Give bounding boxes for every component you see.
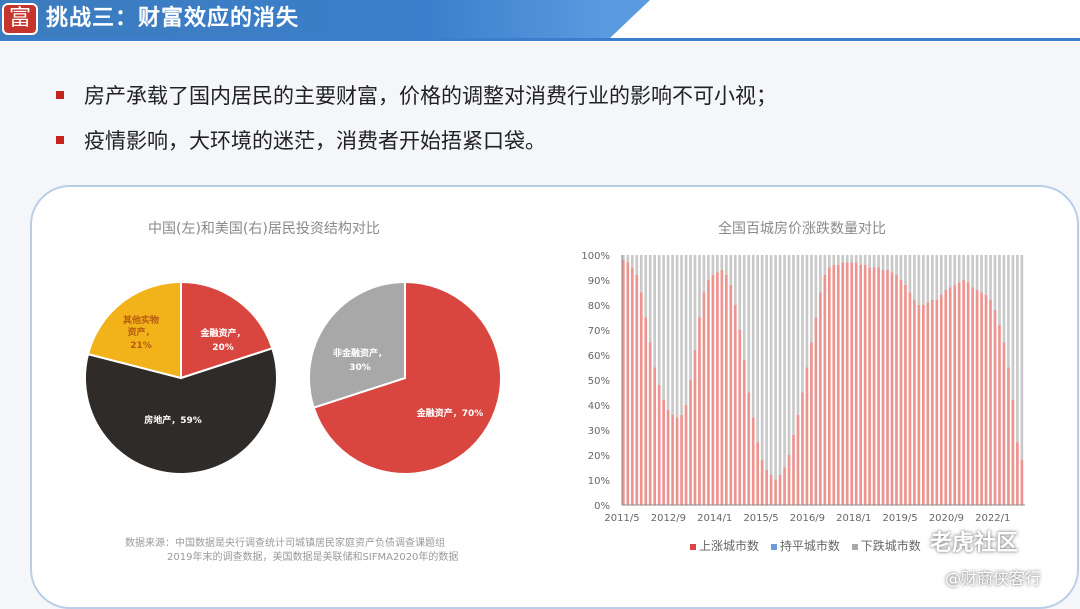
legend-item-up: 上涨城市数 xyxy=(690,537,759,554)
legend-item-down: 下跌城市数 xyxy=(851,537,921,554)
header-divider xyxy=(0,38,1080,41)
legend-swatch xyxy=(851,543,858,550)
legend-label: 下跌城市数 xyxy=(860,539,921,553)
bullet-square-icon xyxy=(56,136,64,144)
bullet-text: 房产承载了国内居民的主要财富，价格的调整对消费行业的影响不可小视； xyxy=(84,84,777,108)
source-line: 数据来源：中国数据是央行调查统计司城镇居民家庭资产负债调查课题组 xyxy=(125,538,445,549)
chart-legend: 上涨城市数 持平城市数 下跌城市数 xyxy=(690,537,929,554)
legend-label: 持平城市数 xyxy=(779,539,840,553)
legend-item-flat: 持平城市数 xyxy=(770,537,840,554)
bullet-item: 房产承载了国内居民的主要财富，价格的调整对消费行业的影响不可小视； xyxy=(56,80,777,110)
bullet-text: 疫情影响，大环境的迷茫，消费者开始捂紧口袋。 xyxy=(84,129,546,153)
pie-chart-title: 中国(左)和美国(右)居民投资结构对比 xyxy=(148,221,380,237)
legend-label: 上涨城市数 xyxy=(699,539,760,553)
header-bar xyxy=(0,0,650,38)
slide-header: 富 挑战三：财富效应的消失 xyxy=(0,0,1080,42)
watermark-brand: 老虎社区 xyxy=(930,531,1019,556)
bullet-square-icon xyxy=(56,91,64,99)
watermark-author: @财商侠客行 xyxy=(945,569,1042,588)
bullet-item: 疫情影响，大环境的迷茫，消费者开始捂紧口袋。 xyxy=(56,125,546,155)
logo-icon: 富 xyxy=(2,3,38,35)
source-line: 2019年末的调查数据，美国数据是美联储和SIFMA2020年的数据 xyxy=(167,552,459,563)
slide-title: 挑战三：财富效应的消失 xyxy=(46,6,300,31)
area-chart-title: 全国百城房价涨跌数量对比 xyxy=(718,221,886,237)
legend-swatch xyxy=(690,543,696,550)
legend-swatch xyxy=(770,543,777,550)
data-source-note: 数据来源：中国数据是央行调查统计司城镇居民家庭资产负债调查课题组 2019年末的… xyxy=(125,537,545,565)
